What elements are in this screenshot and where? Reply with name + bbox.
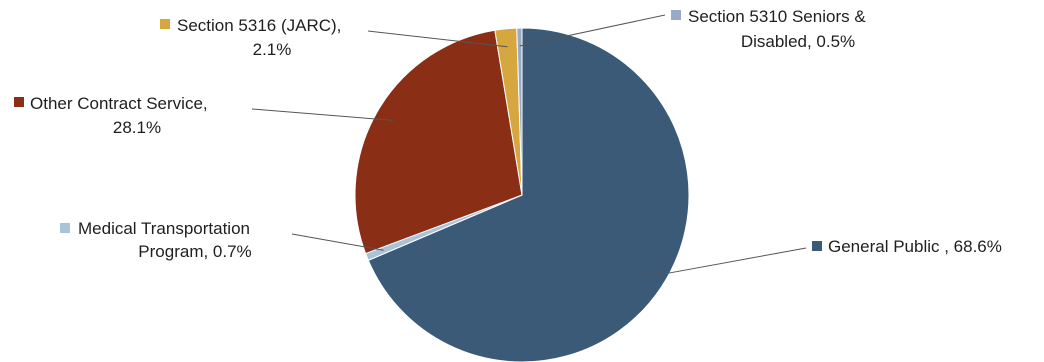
- label-other-contract-service-line1: Other Contract Service,: [30, 94, 208, 113]
- leader-line-0: [646, 247, 807, 278]
- leader-line-1: [291, 233, 384, 251]
- label-general-public-text: General Public , 68.6%: [828, 237, 1002, 256]
- label-other-contract-service: Other Contract Service, 28.1%: [14, 94, 208, 137]
- label-section-5310-line2: Disabled, 0.5%: [741, 32, 855, 51]
- leader-line-3: [367, 30, 508, 48]
- legend-marker-general-public: [812, 241, 822, 251]
- label-section-5310-line1: Section 5310 Seniors &: [688, 7, 866, 26]
- legend-marker-medical-transportation: [60, 223, 70, 233]
- leader-lines: [251, 14, 807, 278]
- pie-slice-other-contract-service: [354, 29, 523, 255]
- label-medical-transportation: Medical Transportation Program, 0.7%: [60, 219, 252, 261]
- legend-marker-section-5316: [160, 19, 170, 29]
- leader-line-4: [519, 14, 666, 47]
- pie-slices: [354, 27, 690, 362]
- label-medical-transportation-line2: Program, 0.7%: [138, 242, 251, 261]
- legend-marker-section-5310: [671, 10, 681, 20]
- pie-slice-general-public: [367, 27, 690, 362]
- legend-marker-other-contract-service: [14, 97, 24, 107]
- label-section-5316-line2: 2.1%: [253, 40, 292, 59]
- label-section-5316-line1: Section 5316 (JARC),: [177, 16, 341, 35]
- label-section-5310: Section 5310 Seniors & Disabled, 0.5%: [671, 7, 866, 51]
- label-medical-transportation-line1: Medical Transportation: [78, 219, 250, 238]
- label-section-5316: Section 5316 (JARC), 2.1%: [160, 16, 341, 59]
- label-general-public: General Public , 68.6%: [812, 237, 1002, 256]
- label-other-contract-service-line2: 28.1%: [113, 118, 161, 137]
- leader-line-2: [251, 108, 394, 121]
- pie-slice-section-5310-seniors-disabled: [516, 27, 523, 196]
